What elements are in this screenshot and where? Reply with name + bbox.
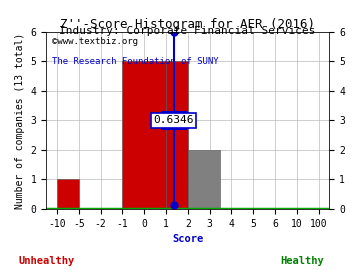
Bar <box>166 61 188 209</box>
Y-axis label: Number of companies (13 total): Number of companies (13 total) <box>15 32 25 208</box>
Title: Z''-Score Histogram for AER (2016): Z''-Score Histogram for AER (2016) <box>60 18 315 31</box>
Text: ©www.textbiz.org: ©www.textbiz.org <box>52 37 138 46</box>
X-axis label: Score: Score <box>172 234 203 244</box>
Text: Industry: Corporate Financial Services: Industry: Corporate Financial Services <box>59 26 315 36</box>
Text: Healthy: Healthy <box>280 256 324 266</box>
Text: The Research Foundation of SUNY: The Research Foundation of SUNY <box>52 57 219 66</box>
Bar <box>122 61 166 209</box>
Bar <box>188 150 220 209</box>
Text: Unhealthy: Unhealthy <box>19 256 75 266</box>
Text: 0.6346: 0.6346 <box>153 115 194 125</box>
Bar <box>57 179 79 209</box>
